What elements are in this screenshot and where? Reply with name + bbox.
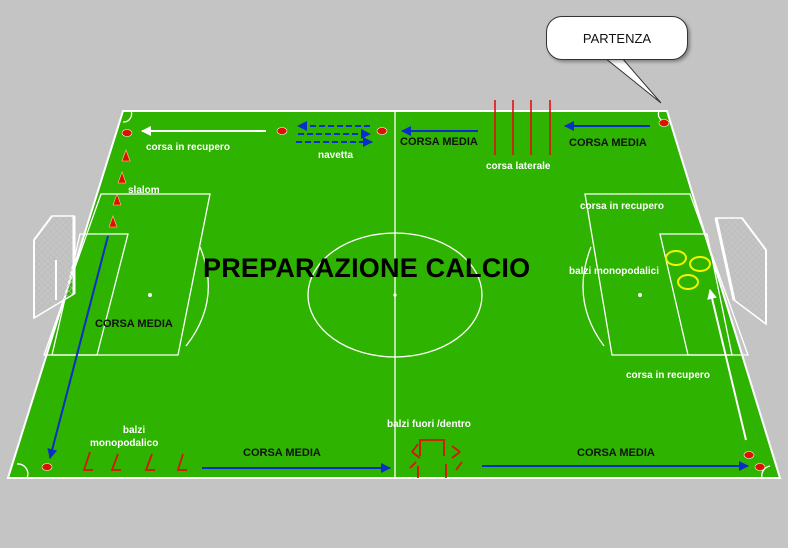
center-spot: [393, 293, 397, 297]
label-monopodalico: monopodalico: [90, 438, 159, 449]
label-corsa-in-recupero-top: corsa in recupero: [146, 142, 230, 153]
hurdles: [82, 451, 187, 471]
label-corsa-media-top-center: CORSA MEDIA: [400, 136, 478, 148]
label-balzi-monopodalici: balzi monopodalici: [569, 266, 660, 277]
right-goal: [714, 217, 767, 326]
cone: [658, 119, 670, 127]
label-navetta: navetta: [318, 150, 354, 161]
cone: [121, 129, 133, 137]
label-corsa-laterale: corsa laterale: [486, 161, 551, 172]
balzi-fuori-dentro-steps: [409, 439, 463, 478]
cone: [376, 127, 388, 135]
callout-pointer: [603, 57, 662, 104]
slalom-cone: [117, 171, 127, 184]
label-slalom: slalom: [128, 185, 160, 196]
label-balzi-fuori-dentro: balzi fuori /dentro: [387, 419, 471, 430]
slalom-cone: [121, 149, 131, 162]
cones: [41, 119, 766, 471]
left-goal: [33, 215, 76, 320]
blue-arrows: [47, 121, 749, 473]
arrow-corsa-recupero-right: [707, 289, 747, 441]
left-penalty-spot: [148, 293, 152, 297]
slalom-cone: [108, 215, 118, 228]
page-title: PREPARAZIONE CALCIO: [203, 253, 531, 283]
right-penalty-spot: [638, 293, 642, 297]
label-corsa-in-recupero-right-bottom: corsa in recupero: [626, 370, 710, 381]
label-corsa-media-bottom-right: CORSA MEDIA: [577, 447, 655, 459]
label-corsa-media-top-right: CORSA MEDIA: [569, 137, 647, 149]
label-balzi: balzi: [122, 425, 146, 436]
label-corsa-media-left: CORSA MEDIA: [95, 318, 173, 330]
slalom-cone: [112, 193, 122, 206]
cone: [743, 451, 755, 459]
label-corsa-in-recupero-right-top: corsa in recupero: [580, 201, 664, 212]
red-poles: [494, 100, 551, 155]
label-corsa-media-bottom-left: CORSA MEDIA: [243, 447, 321, 459]
partenza-callout: PARTENZA: [546, 16, 688, 60]
cone: [276, 127, 288, 135]
cone: [41, 463, 53, 471]
agility-rings: [665, 250, 711, 290]
cone: [754, 463, 766, 471]
